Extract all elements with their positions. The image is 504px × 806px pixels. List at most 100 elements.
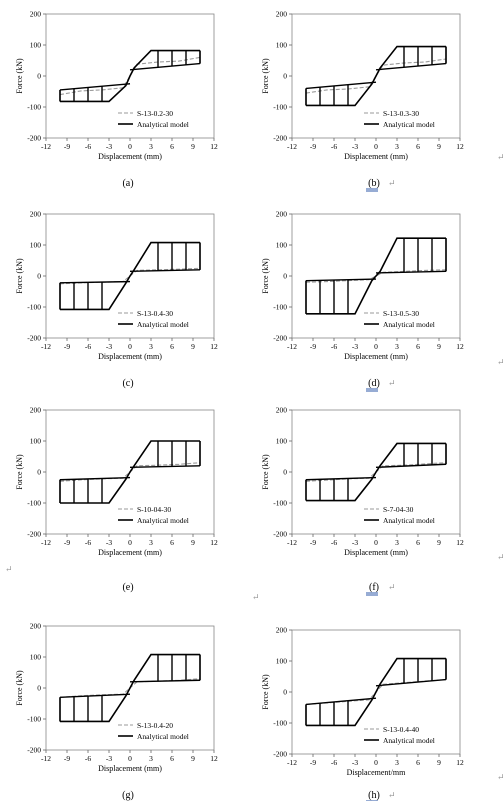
x-tick-label: -6 — [85, 754, 91, 763]
x-tick-label: -12 — [41, 538, 51, 547]
y-tick-label: -100 — [273, 303, 287, 312]
y-tick-label: 0 — [283, 272, 287, 281]
x-tick-label: 0 — [128, 142, 132, 151]
x-tick-label: 3 — [395, 142, 399, 151]
x-tick-label: -6 — [85, 142, 91, 151]
x-axis-label: Displacement (mm) — [98, 152, 162, 161]
y-tick-label: -100 — [27, 715, 41, 724]
legend-dashed-label: S-13-0.2-30 — [137, 109, 173, 118]
legend-dashed-label: S-13-0.4-40 — [383, 725, 419, 734]
curves — [59, 653, 201, 723]
y-tick-label: 100 — [30, 437, 42, 446]
x-tick-label: 9 — [191, 342, 195, 351]
y-tick-label: 200 — [276, 10, 288, 19]
analytical-lower-plateau — [59, 83, 131, 91]
x-tick-label: -3 — [352, 142, 358, 151]
x-axis-label: Displacement (mm) — [98, 764, 162, 773]
x-tick-label: 6 — [416, 758, 420, 767]
y-tick-label: 100 — [276, 657, 288, 666]
y-axis-label: Force (kN) — [261, 258, 270, 294]
legend-solid-label: Analytical model — [137, 516, 189, 525]
y-tick-label: -100 — [273, 103, 287, 112]
y-tick-label: 200 — [30, 406, 42, 415]
panel-caption: (a) — [122, 178, 133, 189]
x-tick-label: 9 — [437, 342, 441, 351]
y-tick-label: -200 — [27, 134, 41, 143]
x-tick-label: 12 — [456, 142, 464, 151]
x-tick-label: 3 — [149, 754, 153, 763]
panel-caption: (c) — [122, 378, 133, 389]
y-tick-label: -100 — [273, 719, 287, 728]
y-tick-label: 100 — [30, 241, 42, 250]
x-axis-label: Displacement/mm — [347, 768, 406, 777]
x-tick-label: -9 — [310, 142, 316, 151]
analytical-lower-plateau — [59, 693, 131, 698]
chart-panel-3: -200 -100 0 100 200 -12 -9 -6 -3 0 3 6 9 12 Displaceme… — [15, 210, 218, 390]
y-tick-label: -100 — [273, 499, 287, 508]
legend-dashed-label: S-13-0.4-20 — [137, 721, 173, 730]
legend-solid-label: Analytical model — [137, 320, 189, 329]
panel-caption: (h) — [368, 790, 380, 801]
x-tick-label: -9 — [310, 538, 316, 547]
legend-solid-label: Analytical model — [137, 732, 189, 741]
paragraph-mark: ↵ — [5, 564, 13, 574]
y-tick-label: 200 — [30, 10, 42, 19]
x-tick-label: 12 — [456, 342, 464, 351]
legend-dashed-label: S-7-04-30 — [383, 505, 414, 514]
x-tick-label: -9 — [64, 342, 70, 351]
x-tick-label: -3 — [106, 538, 112, 547]
y-axis-label: Force (kN) — [261, 454, 270, 490]
curves — [59, 440, 201, 504]
x-tick-label: 9 — [191, 142, 195, 151]
y-tick-label: 0 — [37, 272, 41, 281]
legend-solid-label: Analytical model — [383, 516, 435, 525]
chart-panel-2: -200 -100 0 100 200 -12 -9 -6 -3 0 3 6 9 12 Displaceme… — [261, 10, 464, 192]
legend-dashed-label: S-13-0.4-30 — [137, 309, 173, 318]
x-tick-label: 0 — [128, 538, 132, 547]
chart-panel-5: -200 -100 0 100 200 -12 -9 -6 -3 0 3 6 9 12 Displaceme… — [15, 406, 218, 594]
x-axis-label: Displacement (mm) — [98, 352, 162, 361]
curves — [305, 442, 447, 502]
paragraph-mark: ↵ — [497, 152, 504, 162]
paragraph-mark: ↵ — [497, 357, 504, 367]
y-tick-label: 200 — [276, 626, 288, 635]
x-tick-label: 0 — [374, 142, 378, 151]
x-tick-label: -3 — [106, 754, 112, 763]
y-tick-label: 200 — [30, 210, 42, 219]
x-tick-label: -9 — [64, 754, 70, 763]
panel-caption: (g) — [122, 790, 134, 801]
x-tick-label: -9 — [64, 538, 70, 547]
analytical-upper-plateau — [375, 678, 447, 687]
y-tick-label: -200 — [27, 530, 41, 539]
legend-solid-label: Analytical model — [383, 120, 435, 129]
x-tick-label: 0 — [128, 754, 132, 763]
y-tick-label: 0 — [37, 72, 41, 81]
x-tick-label: 6 — [170, 538, 174, 547]
legend-solid-label: Analytical model — [137, 120, 189, 129]
curves — [59, 49, 201, 103]
analytical-backbone — [306, 45, 446, 107]
y-tick-label: -100 — [27, 103, 41, 112]
y-tick-label: 100 — [276, 41, 288, 50]
x-axis-label: Displacement (mm) — [344, 352, 408, 361]
analytical-upper-plateau — [375, 463, 447, 469]
y-axis-label: Force (kN) — [261, 674, 270, 710]
chart-panel-7: -200 -100 0 100 200 -12 -9 -6 -3 0 3 6 9 12 Displaceme… — [15, 622, 218, 802]
panel-caption: (f) — [369, 582, 379, 593]
analytical-upper-plateau — [129, 269, 201, 273]
analytical-lower-plateau — [59, 476, 131, 481]
x-tick-label: 3 — [149, 342, 153, 351]
y-tick-label: 200 — [276, 406, 288, 415]
x-tick-label: -9 — [310, 758, 316, 767]
y-tick-label: -200 — [27, 334, 41, 343]
x-tick-label: -3 — [352, 758, 358, 767]
legend-solid-label: Analytical model — [383, 320, 435, 329]
curves — [305, 657, 447, 727]
x-tick-label: 12 — [210, 342, 218, 351]
x-tick-label: -3 — [106, 142, 112, 151]
analytical-lower-plateau — [305, 278, 377, 282]
y-tick-label: 100 — [30, 653, 42, 662]
analytical-backbone — [306, 237, 446, 315]
x-axis-label: Displacement (mm) — [344, 548, 408, 557]
